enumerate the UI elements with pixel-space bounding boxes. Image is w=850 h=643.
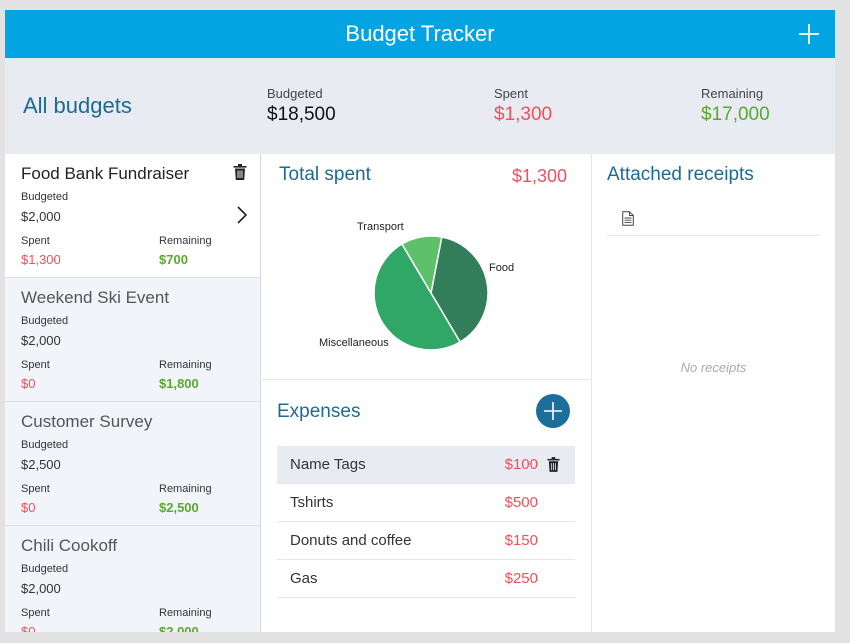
spent-label: Spent [21,359,50,371]
spent-value: $1,300 [21,252,61,267]
empty-receipts-text: No receipts [592,360,835,375]
budgeted-label: Budgeted [21,191,68,203]
expenses-title: Expenses [277,401,360,423]
spent-value: $0 [21,624,35,632]
expense-row[interactable]: Tshirts $500 [277,484,575,522]
budgeted-label: Budgeted [21,315,68,327]
expense-row[interactable]: Donuts and coffee $150 [277,522,575,560]
title-bar: Budget Tracker [5,10,835,58]
budgeted-summary: Budgeted $18,500 [267,86,336,126]
remaining-value: $1,800 [159,376,199,391]
budget-name: Customer Survey [21,412,152,432]
spent-value: $0 [21,376,35,391]
app-title: Budget Tracker [5,21,835,47]
budget-card[interactable]: Chili Cookoff Budgeted $2,000 Spent $0 R… [5,526,261,632]
budget-tracker-app: Budget Tracker All budgets Budgeted $18,… [5,10,835,632]
budget-card[interactable]: Weekend Ski Event Budgeted $2,000 Spent … [5,278,261,402]
total-spent-panel: Total spent $1,300 Food Miscellaneous Tran… [262,154,590,380]
budgeted-value: $2,000 [21,581,61,596]
pie-label-food: Food [489,262,514,274]
expense-name: Donuts and coffee [290,532,411,549]
spent-label: Spent [21,235,50,247]
remaining-value: $700 [159,252,188,267]
chevron-right-icon[interactable] [236,206,248,224]
expense-name: Name Tags [290,456,366,473]
spent-label: Spent [21,607,50,619]
spent-value: $1,300 [494,104,552,126]
spent-value: $0 [21,500,35,515]
spent-summary: Spent $1,300 [494,86,552,126]
budget-name: Food Bank Fundraiser [21,164,189,184]
budgeted-value: $2,500 [21,457,61,472]
plus-icon[interactable] [797,22,821,46]
pie-label-miscellaneous: Miscellaneous [319,337,389,349]
budgeted-label: Budgeted [21,439,68,451]
expense-amount: $500 [505,494,538,511]
remaining-label: Remaining [701,86,770,101]
expense-row[interactable]: Name Tags $100 [277,446,575,484]
expense-amount: $250 [505,570,538,587]
remaining-value: $2,500 [159,500,199,515]
remaining-summary: Remaining $17,000 [701,86,770,126]
document-icon[interactable] [622,211,634,226]
budgeted-value: $2,000 [21,333,61,348]
receipts-divider [607,235,820,236]
expense-amount: $100 [505,456,538,473]
expenses-panel: Expenses Name Tags $100 Tshirts $500 Don… [262,380,590,632]
expense-amount: $150 [505,532,538,549]
budgeted-value: $18,500 [267,104,336,126]
spent-label: Spent [494,86,552,101]
expense-name: Tshirts [290,494,333,511]
trash-icon[interactable] [547,457,560,472]
budget-card[interactable]: Food Bank Fundraiser Budgeted $2,000 Spe… [5,154,261,278]
budget-name: Weekend Ski Event [21,288,169,308]
plus-icon [536,394,570,428]
spent-label: Spent [21,483,50,495]
add-expense-button[interactable] [536,394,570,428]
remaining-value: $2,000 [159,624,199,632]
budgeted-label: Budgeted [267,86,336,101]
receipts-panel: Attached receipts No receipts [591,154,835,632]
expense-name: Gas [290,570,318,587]
pie-label-transport: Transport [357,221,404,233]
budget-card[interactable]: Customer Survey Budgeted $2,500 Spent $0… [5,402,261,526]
remaining-label: Remaining [159,235,212,247]
remaining-label: Remaining [159,483,212,495]
trash-icon[interactable] [233,164,247,180]
budget-summary: All budgets Budgeted $18,500 Spent $1,30… [5,58,835,154]
receipts-title: Attached receipts [607,164,754,186]
budget-list: Food Bank Fundraiser Budgeted $2,000 Spe… [5,154,261,632]
remaining-label: Remaining [159,359,212,371]
expense-row[interactable]: Gas $250 [277,560,575,598]
remaining-value: $17,000 [701,104,770,126]
page-title: All budgets [23,93,132,119]
remaining-label: Remaining [159,607,212,619]
budgeted-value: $2,000 [21,209,61,224]
budgeted-label: Budgeted [21,563,68,575]
expense-pie-chart [262,154,590,380]
budget-name: Chili Cookoff [21,536,117,556]
